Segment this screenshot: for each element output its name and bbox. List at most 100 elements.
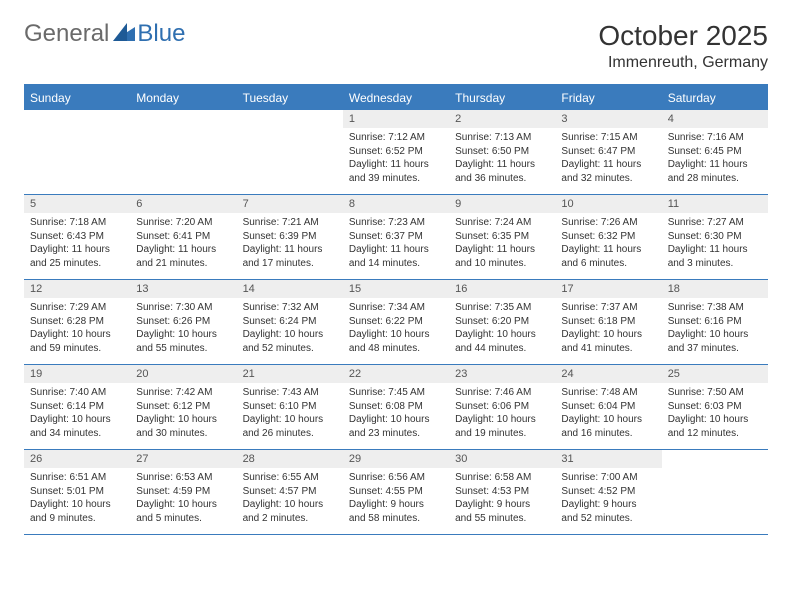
day-cell: 9Sunrise: 7:24 AMSunset: 6:35 PMDaylight…	[449, 195, 555, 279]
day-body: Sunrise: 7:50 AMSunset: 6:03 PMDaylight:…	[662, 383, 768, 446]
day-cell: 20Sunrise: 7:42 AMSunset: 6:12 PMDayligh…	[130, 365, 236, 449]
logo-mark-icon	[113, 23, 135, 46]
sunrise-text: Sunrise: 7:42 AM	[136, 386, 230, 400]
sunset-text: Sunset: 6:26 PM	[136, 315, 230, 329]
day-cell: 30Sunrise: 6:58 AMSunset: 4:53 PMDayligh…	[449, 450, 555, 534]
daylight-text: Daylight: 10 hours and 30 minutes.	[136, 413, 230, 440]
day-cell: 31Sunrise: 7:00 AMSunset: 4:52 PMDayligh…	[555, 450, 661, 534]
day-cell: 8Sunrise: 7:23 AMSunset: 6:37 PMDaylight…	[343, 195, 449, 279]
weekday-row: SundayMondayTuesdayWednesdayThursdayFrid…	[24, 86, 768, 110]
sunrise-text: Sunrise: 7:45 AM	[349, 386, 443, 400]
sunrise-text: Sunrise: 7:40 AM	[30, 386, 124, 400]
header: General Blue October 2025 Immenreuth, Ge…	[24, 20, 768, 72]
daylight-text: Daylight: 11 hours and 17 minutes.	[243, 243, 337, 270]
day-body: Sunrise: 7:46 AMSunset: 6:06 PMDaylight:…	[449, 383, 555, 446]
sunrise-text: Sunrise: 7:43 AM	[243, 386, 337, 400]
daylight-text: Daylight: 11 hours and 32 minutes.	[561, 158, 655, 185]
sunrise-text: Sunrise: 7:15 AM	[561, 131, 655, 145]
day-cell: 26Sunrise: 6:51 AMSunset: 5:01 PMDayligh…	[24, 450, 130, 534]
sunset-text: Sunset: 6:45 PM	[668, 145, 762, 159]
week-row: 12 Sunrise: 7:29 AMSunset: 6:28 PM Dayligh…	[24, 280, 768, 365]
day-number: 25	[662, 365, 768, 383]
daylight-text: Daylight: 11 hours and 10 minutes.	[455, 243, 549, 270]
sunrise-text: Sunrise: 7:38 AM	[668, 301, 762, 315]
sunset-text: Sunset: 6:18 PM	[561, 315, 655, 329]
sunset-text: Sunset: 6:06 PM	[455, 400, 549, 414]
day-body: Sunrise: 6:58 AMSunset: 4:53 PMDaylight:…	[449, 468, 555, 531]
day-cell: 13Sunrise: 7:30 AMSunset: 6:26 PMDayligh…	[130, 280, 236, 364]
day-body: Sunrise: 7:23 AMSunset: 6:37 PMDaylight:…	[343, 213, 449, 276]
day-cell	[662, 450, 768, 534]
day-body: Sunrise: 7:27 AMSunset: 6:30 PMDaylight:…	[662, 213, 768, 276]
sunrise-text: Sunrise: 7:27 AM	[668, 216, 762, 230]
daylight-text: Daylight: 10 hours and 37 minutes.	[668, 328, 762, 355]
daylight-text: Daylight: 11 hours and 6 minutes.	[561, 243, 655, 270]
weekday-header: Wednesday	[343, 86, 449, 110]
daylight-text: Daylight: 11 hours and 21 minutes.	[136, 243, 230, 270]
day-number: 24	[555, 365, 661, 383]
day-cell: 21Sunrise: 7:43 AMSunset: 6:10 PMDayligh…	[237, 365, 343, 449]
day-body: Sunrise: 7:43 AMSunset: 6:10 PMDaylight:…	[237, 383, 343, 446]
logo: General Blue	[24, 20, 185, 48]
sunset-text: Sunset: 6:37 PM	[349, 230, 443, 244]
day-number: 22	[343, 365, 449, 383]
daylight-text: Daylight: 10 hours and 34 minutes.	[30, 413, 124, 440]
daylight-text: Daylight: 9 hours and 55 minutes.	[455, 498, 549, 525]
daylight-text: Daylight: 9 hours and 58 minutes.	[349, 498, 443, 525]
month-title: October 2025	[598, 20, 768, 52]
sunset-text: Sunset: 6:50 PM	[455, 145, 549, 159]
weekday-header: Tuesday	[237, 86, 343, 110]
day-cell: 11Sunrise: 7:27 AMSunset: 6:30 PMDayligh…	[662, 195, 768, 279]
day-cell: 24Sunrise: 7:48 AMSunset: 6:04 PMDayligh…	[555, 365, 661, 449]
week-row: 26Sunrise: 6:51 AMSunset: 5:01 PMDayligh…	[24, 450, 768, 535]
daylight-text: Daylight: 10 hours and 2 minutes.	[243, 498, 337, 525]
daylight-text: Daylight: 11 hours and 25 minutes.	[30, 243, 124, 270]
sunrise-text: Sunrise: 7:29 AM	[30, 301, 124, 315]
day-body: Sunrise: 7:34 AMSunset: 6:22 PMDaylight:…	[343, 298, 449, 361]
sunrise-text: Sunrise: 7:34 AM	[349, 301, 443, 315]
sunrise-text: Sunrise: 7:32 AM	[243, 301, 337, 315]
day-cell: 4Sunrise: 7:16 AMSunset: 6:45 PMDaylight…	[662, 110, 768, 194]
daylight-text: Daylight: 9 hours and 52 minutes.	[561, 498, 655, 525]
day-number: 10	[555, 195, 661, 213]
sunset-text: Sunset: 6:04 PM	[561, 400, 655, 414]
daylight-text: Daylight: 11 hours and 28 minutes.	[668, 158, 762, 185]
daylight-text: Daylight: 10 hours and 41 minutes.	[561, 328, 655, 355]
day-number: 11	[662, 195, 768, 213]
day-number: 26	[24, 450, 130, 468]
sunset-text: Sunset: 6:10 PM	[243, 400, 337, 414]
day-cell	[130, 110, 236, 194]
sunrise-text: Sunrise: 7:16 AM	[668, 131, 762, 145]
day-number: 27	[130, 450, 236, 468]
day-number: 17	[555, 280, 661, 298]
sunset-text: Sunset: 6:08 PM	[349, 400, 443, 414]
sunrise-text: Sunrise: 7:23 AM	[349, 216, 443, 230]
day-cell: 2Sunrise: 7:13 AMSunset: 6:50 PMDaylight…	[449, 110, 555, 194]
day-number: 12	[24, 280, 130, 298]
sunset-text: Sunset: 4:53 PM	[455, 485, 549, 499]
sunset-text: Sunset: 4:57 PM	[243, 485, 337, 499]
day-body: Sunrise: 7:42 AMSunset: 6:12 PMDaylight:…	[130, 383, 236, 446]
day-number: 7	[237, 195, 343, 213]
sunset-text: Sunset: 6:28 PM	[30, 315, 124, 329]
sunrise-text: Sunrise: 7:48 AM	[561, 386, 655, 400]
weekday-header: Monday	[130, 86, 236, 110]
day-number: 16	[449, 280, 555, 298]
day-cell: 15Sunrise: 7:34 AMSunset: 6:22 PMDayligh…	[343, 280, 449, 364]
day-cell: 18Sunrise: 7:38 AMSunset: 6:16 PMDayligh…	[662, 280, 768, 364]
sunrise-text: Sunrise: 7:21 AM	[243, 216, 337, 230]
day-body: Sunrise: 7:12 AMSunset: 6:52 PMDaylight:…	[343, 128, 449, 191]
sunset-text: Sunset: 4:59 PM	[136, 485, 230, 499]
daylight-text: Daylight: 10 hours and 23 minutes.	[349, 413, 443, 440]
sunrise-text: Sunrise: 7:12 AM	[349, 131, 443, 145]
day-number: 15	[343, 280, 449, 298]
sunrise-text: Sunrise: 7:00 AM	[561, 471, 655, 485]
daylight-text: Daylight: 10 hours and 5 minutes.	[136, 498, 230, 525]
daylight-text: Daylight: 11 hours and 36 minutes.	[455, 158, 549, 185]
day-body: Sunrise: 7:21 AMSunset: 6:39 PMDaylight:…	[237, 213, 343, 276]
sunset-text: Sunset: 6:52 PM	[349, 145, 443, 159]
sunset-text: Sunset: 4:52 PM	[561, 485, 655, 499]
sunset-text: Sunset: 6:12 PM	[136, 400, 230, 414]
weeks-container: 1Sunrise: 7:12 AMSunset: 6:52 PMDaylight…	[24, 110, 768, 535]
sunset-text: Sunset: 6:03 PM	[668, 400, 762, 414]
